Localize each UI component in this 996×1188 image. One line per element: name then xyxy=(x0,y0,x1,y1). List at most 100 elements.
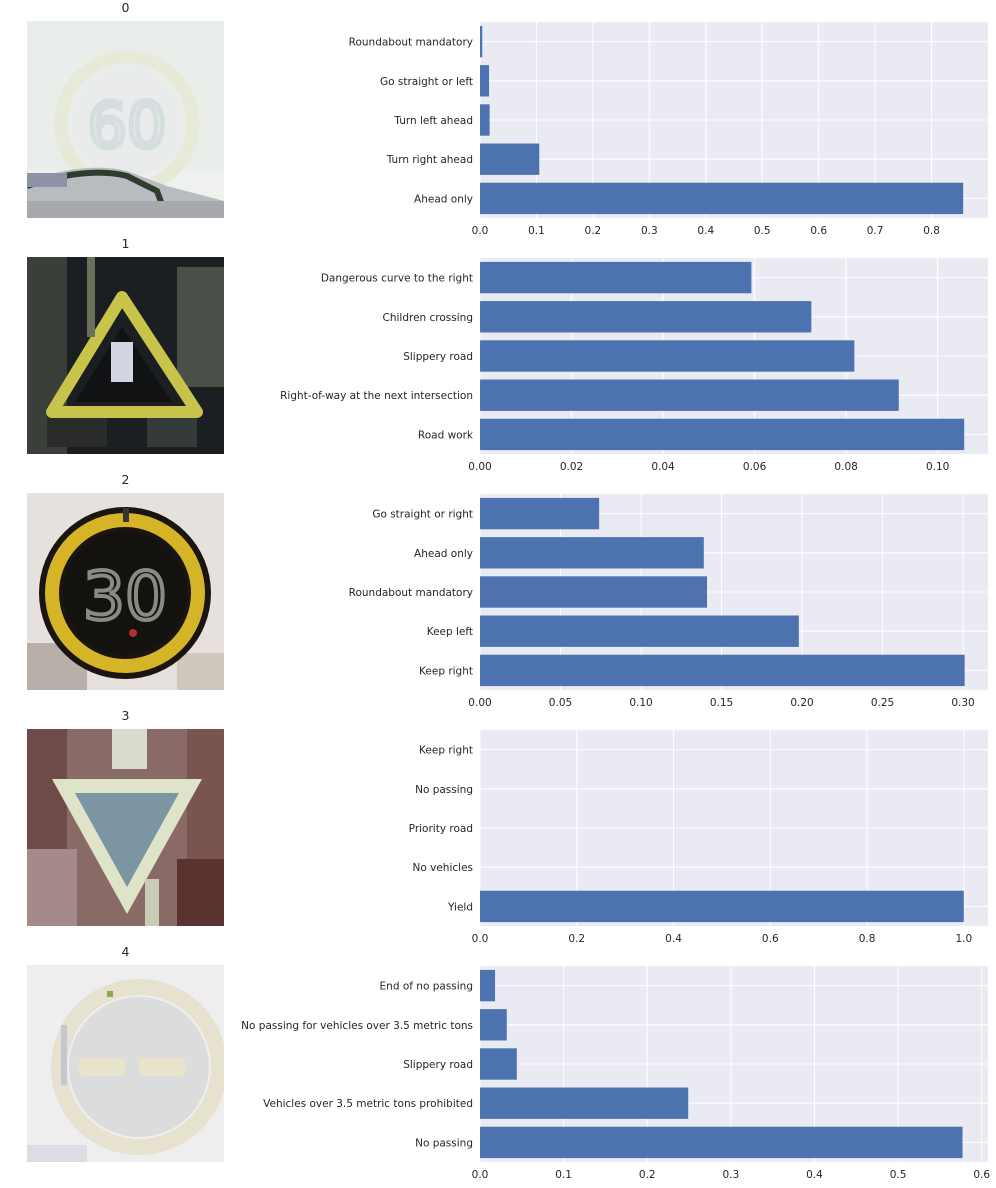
x-tick-label: 0.00 xyxy=(468,461,491,473)
x-tick-label: 0.10 xyxy=(629,697,652,709)
y-tick-label: Turn right ahead xyxy=(386,154,473,166)
y-tick-label: No passing for vehicles over 3.5 metric … xyxy=(241,1020,473,1032)
x-tick-label: 0.1 xyxy=(528,225,545,237)
prediction-row-3: 3 0.0 0.2 0.4 0.6 0.8 1.0 Yield No vehicles Prio… xyxy=(0,708,996,945)
x-tick-label: 0.7 xyxy=(867,225,884,237)
y-tick-label: No vehicles xyxy=(413,862,473,874)
y-tick-label: No passing xyxy=(415,1137,473,1149)
bar xyxy=(480,340,855,372)
y-tick-label: Slippery road xyxy=(403,351,473,363)
x-tick-label: 0.0 xyxy=(472,225,489,237)
bar xyxy=(480,25,483,58)
y-tick-label: Children crossing xyxy=(383,312,474,324)
bar xyxy=(480,1048,517,1080)
x-tick-label: 0.4 xyxy=(697,225,714,237)
x-tick-label: 0.00 xyxy=(468,697,491,709)
bar xyxy=(480,379,899,411)
thumbnail-title: 0 xyxy=(121,0,130,15)
bar xyxy=(480,1126,963,1159)
x-tick-label: 0.0 xyxy=(472,1169,489,1181)
sign-thumbnail-speed-limit-30: 30 xyxy=(27,493,224,690)
x-tick-label: 0.10 xyxy=(926,461,949,473)
y-tick-label: Slippery road xyxy=(403,1059,473,1071)
y-tick-label: Vehicles over 3.5 metric tons prohibited xyxy=(263,1098,473,1110)
bar xyxy=(480,418,965,451)
bar xyxy=(480,1087,689,1119)
prediction-row-0: 0 60 0.0 0.1 0.2 0.3 0.4 0.5 0.6 0.7 0.8 Ahead on… xyxy=(0,0,996,237)
x-tick-label: 0.06 xyxy=(743,461,767,473)
bar-chart-3: 0.0 0.2 0.4 0.6 0.8 1.0 Yield No vehicles Priori… xyxy=(409,730,988,945)
bar xyxy=(480,654,965,687)
y-tick-label: Yield xyxy=(447,901,473,913)
bar xyxy=(480,497,600,530)
bar-chart-0: 0.0 0.1 0.2 0.3 0.4 0.5 0.6 0.7 0.8 Ahead only Tur… xyxy=(349,22,988,237)
bar-chart-4: 0.0 0.1 0.2 0.3 0.4 0.5 0.6 No passing Vehicles … xyxy=(241,966,990,1181)
y-tick-label: Ahead only xyxy=(414,193,473,205)
bar xyxy=(480,182,964,215)
bar-chart-1: 0.00 0.02 0.04 0.06 0.08 0.10 Road work Right-o… xyxy=(280,258,988,473)
sign-thumbnail-warning-triangle xyxy=(27,257,224,454)
y-tick-label: Turn left ahead xyxy=(393,115,473,127)
y-tick-label: Go straight or left xyxy=(380,76,473,88)
y-tick-label: Ahead only xyxy=(414,548,473,560)
x-tick-label: 0.6 xyxy=(810,225,827,237)
y-tick-label: Priority road xyxy=(409,823,473,835)
y-tick-label: Right-of-way at the next intersection xyxy=(280,390,473,402)
bar xyxy=(480,576,708,608)
bar xyxy=(480,261,752,294)
bar xyxy=(480,104,490,136)
thumbnail-title: 2 xyxy=(121,472,130,487)
x-tick-label: 0.2 xyxy=(585,225,602,237)
x-tick-label: 0.6 xyxy=(973,1169,990,1181)
bar-chart-2: 0.00 0.05 0.10 0.15 0.20 0.25 0.30 Keep right Ke… xyxy=(349,494,988,709)
x-tick-label: 0.3 xyxy=(641,225,658,237)
x-tick-label: 0.20 xyxy=(790,697,813,709)
thumbnail-title: 1 xyxy=(121,236,130,251)
y-tick-label: No passing xyxy=(415,784,473,796)
bar xyxy=(480,1009,507,1041)
thumbnail-title: 4 xyxy=(121,944,130,959)
x-tick-label: 0.2 xyxy=(639,1169,656,1181)
y-tick-label: Keep right xyxy=(419,665,473,677)
svg-text:30: 30 xyxy=(83,558,167,635)
x-tick-label: 0.30 xyxy=(951,697,974,709)
y-tick-label: End of no passing xyxy=(380,981,473,993)
x-tick-label: 0.5 xyxy=(890,1169,907,1181)
x-tick-label: 1.0 xyxy=(955,933,972,945)
x-tick-label: 0.8 xyxy=(859,933,876,945)
bar xyxy=(480,890,964,923)
bar xyxy=(480,615,799,647)
x-tick-label: 0.05 xyxy=(549,697,572,709)
sign-thumbnail-yield xyxy=(27,729,224,926)
y-tick-label: Dangerous curve to the right xyxy=(321,273,473,285)
thumbnail-title: 3 xyxy=(121,708,130,723)
x-tick-label: 0.6 xyxy=(762,933,779,945)
bar xyxy=(480,969,496,1002)
prediction-row-1: 1 0.00 0.02 0.04 0.06 0.08 0.10 Road work Right… xyxy=(0,236,996,473)
x-tick-label: 0.04 xyxy=(651,461,675,473)
x-tick-label: 0.02 xyxy=(560,461,583,473)
x-tick-label: 0.3 xyxy=(723,1169,740,1181)
x-tick-label: 0.2 xyxy=(568,933,585,945)
x-tick-label: 0.8 xyxy=(923,225,940,237)
x-tick-label: 0.25 xyxy=(871,697,894,709)
x-tick-label: 0.4 xyxy=(665,933,682,945)
y-tick-label: Roundabout mandatory xyxy=(349,37,473,49)
y-tick-label: Keep left xyxy=(427,626,473,638)
y-tick-label: Road work xyxy=(418,429,474,441)
x-tick-label: 0.1 xyxy=(555,1169,572,1181)
bar xyxy=(480,143,540,175)
x-tick-label: 0.0 xyxy=(472,933,489,945)
y-tick-label: Roundabout mandatory xyxy=(349,587,473,599)
bar xyxy=(480,301,812,333)
svg-text:60: 60 xyxy=(88,89,167,162)
prediction-row-4: 4 0.0 0.1 0.2 0.3 0.4 0.5 0.6 No passing Vehicle… xyxy=(0,944,996,1181)
y-tick-label: Keep right xyxy=(419,745,473,757)
sign-thumbnail-no-passing xyxy=(27,965,224,1162)
bar xyxy=(480,65,490,97)
x-tick-label: 0.08 xyxy=(834,461,857,473)
x-tick-label: 0.15 xyxy=(710,697,733,709)
bar xyxy=(480,537,704,569)
prediction-row-2: 2 30 0.00 0.05 0.10 0.15 0.20 0.25 0.30 Keep ri… xyxy=(0,472,996,709)
